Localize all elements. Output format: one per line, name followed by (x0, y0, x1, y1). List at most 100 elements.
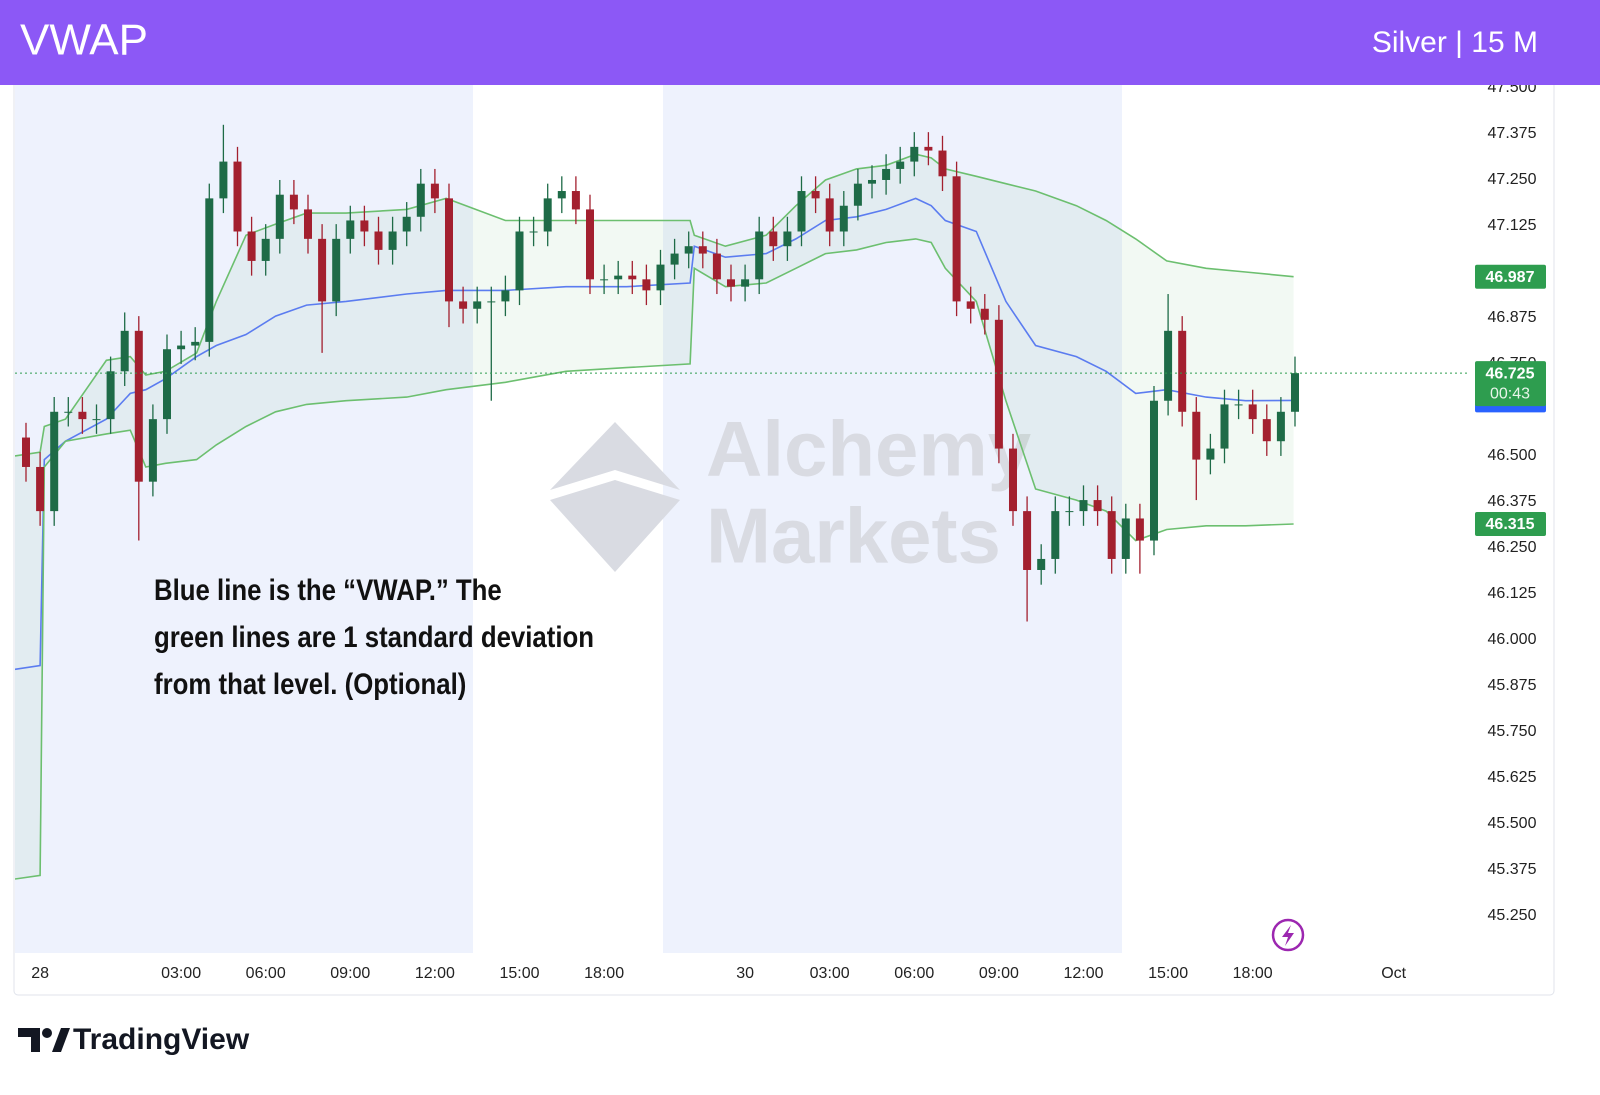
candle-body (755, 231, 764, 280)
candle-body (219, 161, 228, 199)
candle-body (1192, 411, 1201, 460)
candle-body (656, 264, 665, 291)
axes: 47.50047.37547.25047.12546.87546.75046.5… (31, 79, 1546, 982)
candle-body (444, 198, 453, 302)
candle-body (1178, 330, 1187, 412)
candle-body (1008, 448, 1017, 512)
candle-body (571, 191, 580, 210)
candle-body (191, 341, 200, 346)
x-tick-label: 03:00 (161, 965, 201, 982)
vwap-line (15, 197, 1294, 671)
annotation-line: green lines are 1 standard deviation (154, 620, 594, 653)
x-tick-label: 18:00 (1233, 965, 1273, 982)
price-label: 46.987 (1486, 269, 1535, 286)
x-tick-label: 09:00 (979, 965, 1019, 982)
candle-body (1262, 419, 1271, 442)
candle-body (459, 301, 468, 309)
candle-body (36, 466, 45, 512)
candle-body (1093, 500, 1102, 512)
candle-body (402, 216, 411, 232)
x-tick-label: 12:00 (415, 965, 455, 982)
candle-body (994, 319, 1003, 449)
x-tick-label: 09:00 (330, 965, 370, 982)
y-tick-label: 45.250 (1488, 907, 1537, 924)
candle-body (867, 179, 876, 184)
candle-body (134, 330, 143, 482)
candle-body (783, 231, 792, 247)
candle-body (92, 419, 101, 421)
candle-body (1220, 404, 1229, 449)
candle-body (374, 231, 383, 250)
candle-body (825, 198, 834, 232)
candle-body (839, 205, 848, 232)
candle-body (430, 183, 439, 199)
y-tick-label: 45.750 (1488, 723, 1537, 740)
y-tick-label: 45.875 (1488, 677, 1537, 694)
y-tick-label: 46.500 (1488, 447, 1537, 464)
session-shade (15, 85, 473, 953)
watermark-text: Alchemy (706, 405, 1031, 493)
last-price-box (1475, 361, 1546, 407)
candle-body (769, 231, 778, 247)
alert-icon[interactable] (1271, 918, 1305, 952)
x-tick-label: 06:00 (246, 965, 286, 982)
candle-body (78, 411, 87, 420)
x-tick-label: 06:00 (894, 965, 934, 982)
header-bar (0, 0, 1600, 85)
candle-body (177, 345, 186, 350)
x-tick-label: 30 (736, 965, 754, 982)
plot-area (15, 124, 1468, 880)
watermark: Alchemy Markets (550, 405, 1031, 580)
candle-body (233, 161, 242, 232)
candle-body (1107, 511, 1116, 559)
candle-body (275, 194, 284, 239)
candle-body (712, 253, 721, 280)
candle-body (21, 437, 30, 467)
candle-body (120, 330, 129, 372)
header-instrument: Silver | 15 M (1372, 26, 1538, 59)
candle-body (670, 253, 679, 265)
footer-logo: TradingView (18, 1023, 250, 1056)
candle-body (360, 220, 369, 232)
y-tick-label: 46.000 (1488, 631, 1537, 648)
candle-body (1234, 404, 1243, 406)
price-label-box (1475, 511, 1546, 536)
candle-body (882, 168, 891, 180)
candle-body (811, 191, 820, 199)
candle-body (501, 290, 510, 302)
candle-body (318, 238, 327, 302)
candle-body (797, 191, 806, 232)
candle-body (346, 220, 355, 239)
logo-mark (52, 1028, 70, 1052)
y-tick-label: 45.500 (1488, 815, 1537, 832)
candle-body (1149, 400, 1158, 541)
alert-bolt[interactable] (1282, 925, 1294, 946)
candle-body (1164, 330, 1173, 401)
header-title: VWAP (20, 16, 148, 65)
x-tick-label: 03:00 (810, 965, 850, 982)
x-tick-label: 18:00 (584, 965, 624, 982)
candle-body (332, 238, 341, 302)
candle-body (726, 279, 735, 287)
y-tick-label: 46.125 (1488, 585, 1537, 602)
candle-body (980, 308, 989, 320)
candle-body (1023, 511, 1032, 570)
candle-body (205, 198, 214, 342)
annotation-line: Blue line is the “VWAP.” The (154, 573, 502, 606)
last-price-label: 46.725 (1486, 365, 1535, 382)
candle-body (1079, 500, 1088, 512)
candle-body (162, 349, 171, 420)
candle-body (416, 183, 425, 217)
x-tick-label: 15:00 (499, 965, 539, 982)
x-tick-label: 12:00 (1063, 965, 1103, 982)
candle-body (106, 371, 115, 420)
candle-body (487, 301, 496, 303)
candle-body (289, 194, 298, 210)
watermark-text: Markets (706, 492, 1001, 580)
y-tick-label: 45.625 (1488, 769, 1537, 786)
candle-body (1051, 511, 1060, 559)
countdown-label: 00:43 (1490, 385, 1530, 402)
y-tick-label: 47.375 (1488, 125, 1537, 142)
candle-body (1065, 511, 1074, 513)
candle-body (64, 411, 73, 413)
